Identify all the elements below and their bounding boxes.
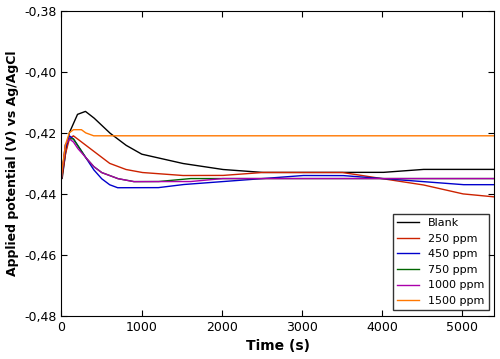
450 ppm xyxy=(483,182,489,187)
Line: 1500 ppm: 1500 ppm xyxy=(62,130,494,178)
450 ppm xyxy=(108,183,114,187)
Y-axis label: Applied potential (V) vs Ag/AgCl: Applied potential (V) vs Ag/AgCl xyxy=(6,51,18,276)
Blank xyxy=(108,132,114,136)
750 ppm xyxy=(130,180,136,184)
450 ppm xyxy=(224,179,230,183)
1000 ppm xyxy=(108,174,114,178)
750 ppm xyxy=(483,176,489,181)
Blank xyxy=(224,168,230,172)
Blank xyxy=(436,167,442,172)
250 ppm xyxy=(436,186,442,191)
1500 ppm xyxy=(70,127,76,132)
250 ppm xyxy=(70,134,76,138)
Line: 1000 ppm: 1000 ppm xyxy=(62,139,494,182)
1500 ppm xyxy=(58,176,64,181)
250 ppm xyxy=(492,195,498,199)
250 ppm xyxy=(244,172,250,176)
750 ppm xyxy=(66,137,72,141)
Line: 750 ppm: 750 ppm xyxy=(62,139,494,182)
750 ppm xyxy=(134,180,140,184)
750 ppm xyxy=(492,176,498,181)
1000 ppm xyxy=(66,137,72,141)
1000 ppm xyxy=(224,176,230,181)
250 ppm xyxy=(134,169,140,174)
250 ppm xyxy=(224,173,230,177)
Legend: Blank, 250 ppm, 450 ppm, 750 ppm, 1000 ppm, 1500 ppm: Blank, 250 ppm, 450 ppm, 750 ppm, 1000 p… xyxy=(392,214,489,311)
1500 ppm xyxy=(108,134,114,138)
Blank xyxy=(134,149,140,153)
Line: 250 ppm: 250 ppm xyxy=(62,136,494,197)
450 ppm xyxy=(134,186,140,190)
1000 ppm xyxy=(483,176,489,181)
750 ppm xyxy=(436,176,442,181)
1500 ppm xyxy=(244,134,250,138)
250 ppm xyxy=(58,176,64,181)
1000 ppm xyxy=(134,180,140,184)
1000 ppm xyxy=(436,176,442,181)
1500 ppm xyxy=(483,134,489,138)
Blank xyxy=(483,167,489,172)
1000 ppm xyxy=(130,180,136,184)
1500 ppm xyxy=(436,134,442,138)
1500 ppm xyxy=(134,134,140,138)
250 ppm xyxy=(483,194,489,198)
Blank xyxy=(58,176,64,181)
750 ppm xyxy=(244,176,250,181)
450 ppm xyxy=(492,182,498,187)
Blank xyxy=(492,167,498,172)
Line: 450 ppm: 450 ppm xyxy=(62,136,494,188)
450 ppm xyxy=(58,176,64,181)
250 ppm xyxy=(108,162,114,166)
1500 ppm xyxy=(224,134,230,138)
750 ppm xyxy=(108,174,114,178)
Blank xyxy=(244,169,250,173)
Line: Blank: Blank xyxy=(62,111,494,178)
450 ppm xyxy=(436,181,442,185)
450 ppm xyxy=(114,186,120,190)
450 ppm xyxy=(66,134,72,138)
1000 ppm xyxy=(58,176,64,181)
750 ppm xyxy=(224,176,230,181)
750 ppm xyxy=(58,176,64,181)
450 ppm xyxy=(244,178,250,182)
Blank xyxy=(82,109,88,113)
1000 ppm xyxy=(244,176,250,181)
1500 ppm xyxy=(492,134,498,138)
X-axis label: Time (s): Time (s) xyxy=(246,340,310,354)
1000 ppm xyxy=(492,176,498,181)
